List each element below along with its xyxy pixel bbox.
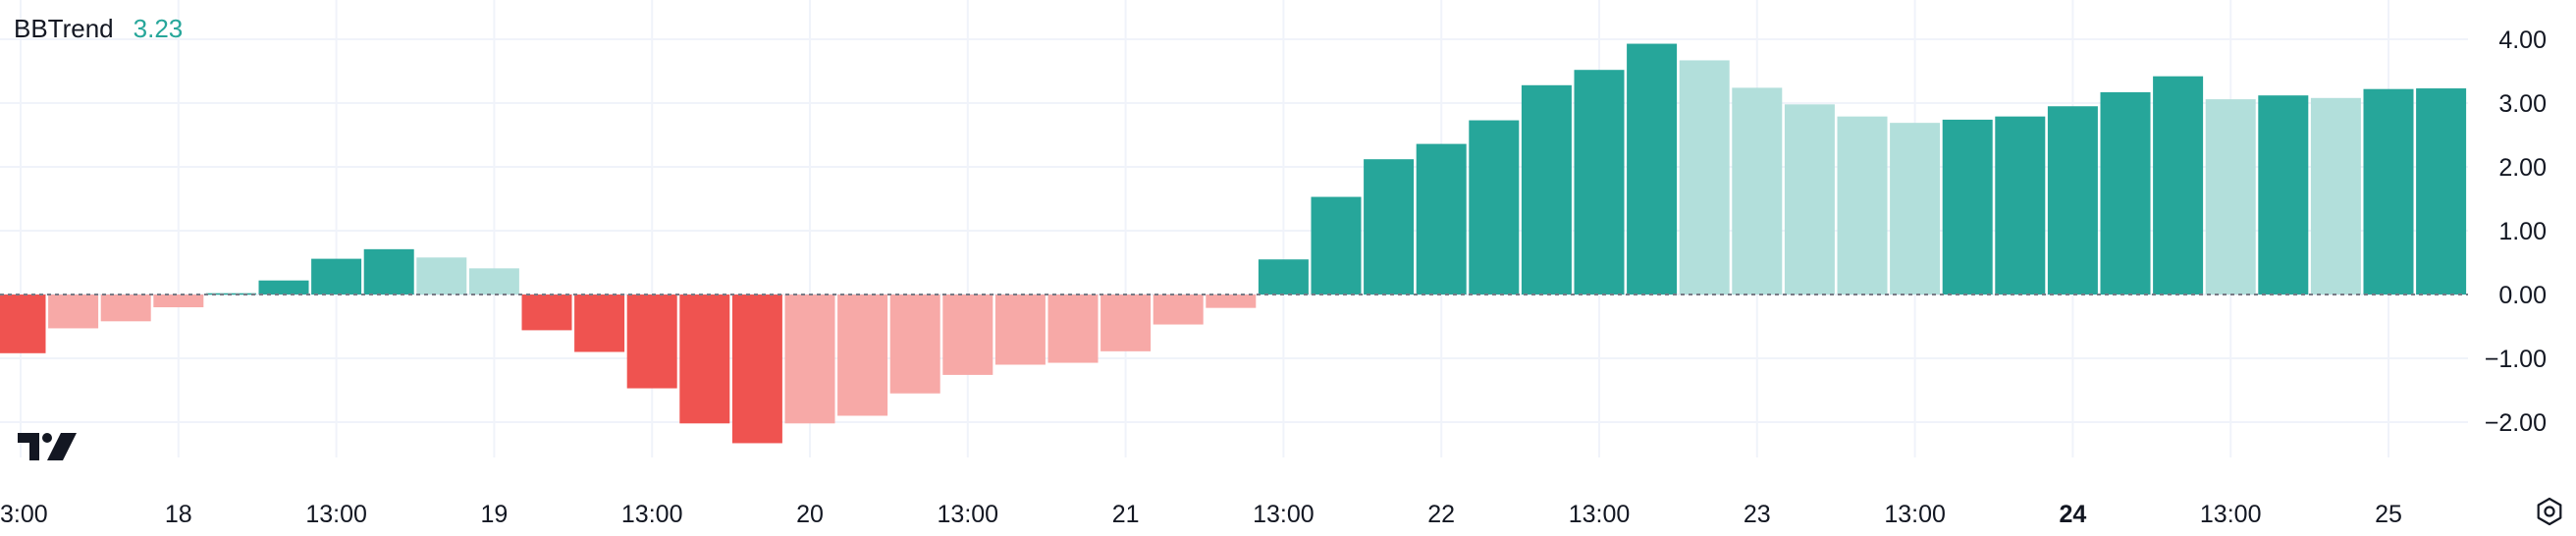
bbtrend-bar[interactable] [2416, 88, 2467, 295]
indicator-legend[interactable]: BBTrend 3.23 [14, 14, 183, 44]
bbtrend-bar[interactable] [1942, 119, 1993, 295]
y-tick-label: −1.00 [2485, 346, 2547, 373]
x-tick-label: 13:00 [621, 501, 683, 528]
bbtrend-bar[interactable] [1206, 295, 1257, 308]
bbtrend-bar[interactable] [153, 295, 204, 307]
bbtrend-bar[interactable] [1364, 159, 1415, 295]
bbtrend-bar[interactable] [363, 248, 414, 295]
bbtrend-bar[interactable] [679, 295, 730, 424]
bbtrend-bar[interactable] [311, 258, 362, 295]
bbtrend-bar[interactable] [837, 295, 888, 416]
y-tick-label: −2.00 [2485, 409, 2547, 437]
bbtrend-bar[interactable] [1521, 84, 1572, 295]
x-tick-label: 25 [2375, 501, 2402, 528]
x-tick-label: 20 [796, 501, 824, 528]
x-tick-label: 21 [1112, 501, 1140, 528]
bbtrend-bar[interactable] [942, 295, 993, 375]
x-tick-label: 13:00 [1569, 501, 1631, 528]
bbtrend-bar[interactable] [48, 295, 99, 329]
bbtrend-bar[interactable] [1890, 123, 1941, 295]
bbtrend-bar[interactable] [1311, 196, 1362, 295]
bbtrend-bar[interactable] [574, 295, 625, 352]
bbtrend-bar[interactable] [1469, 120, 1520, 295]
bbtrend-bar[interactable] [2310, 97, 2361, 295]
bbtrend-bar[interactable] [1100, 295, 1152, 351]
bbtrend-bar[interactable] [2153, 76, 2204, 295]
bbtrend-bar[interactable] [258, 280, 309, 295]
bbtrend-bar[interactable] [468, 268, 519, 295]
y-tick-label: 1.00 [2498, 218, 2547, 245]
bbtrend-bar[interactable] [0, 295, 46, 353]
x-tick-label: 13:00 [1253, 501, 1315, 528]
bbtrend-bar[interactable] [1574, 70, 1625, 295]
bbtrend-bar[interactable] [784, 295, 835, 424]
bbtrend-bar[interactable] [1732, 87, 1783, 295]
bbtrend-bar[interactable] [626, 295, 677, 389]
bbtrend-bar[interactable] [100, 295, 151, 322]
indicator-name: BBTrend [14, 14, 114, 43]
y-tick-label: 3.00 [2498, 90, 2547, 118]
bbtrend-bar[interactable] [521, 295, 572, 331]
x-tick-label: 13:00 [2200, 501, 2262, 528]
bbtrend-bar[interactable] [2205, 99, 2256, 295]
y-tick-label: 2.00 [2498, 154, 2547, 182]
bbtrend-bar[interactable] [416, 257, 467, 295]
x-tick-label: 23 [1744, 501, 1771, 528]
y-tick-label: 0.00 [2498, 282, 2547, 309]
tradingview-logo-icon[interactable] [18, 429, 80, 469]
x-tick-label: 13:00 [938, 501, 999, 528]
bbtrend-bar[interactable] [889, 295, 940, 394]
bbtrend-bar[interactable] [2047, 106, 2098, 295]
bbtrend-bar[interactable] [994, 295, 1046, 365]
bbtrend-bar[interactable] [1837, 116, 1888, 295]
bbtrend-bar[interactable] [1047, 295, 1099, 363]
settings-gear-icon[interactable] [2535, 497, 2564, 531]
x-tick-label: 22 [1427, 501, 1455, 528]
bbtrend-bar[interactable] [1258, 259, 1309, 295]
x-tick-label: 13:00 [305, 501, 367, 528]
bbtrend-bar[interactable] [2363, 88, 2414, 295]
x-tick-label: 18 [165, 501, 192, 528]
y-tick-label: 4.00 [2498, 27, 2547, 54]
bbtrend-bar[interactable] [1995, 116, 2046, 295]
bbtrend-bar[interactable] [1416, 143, 1467, 295]
x-tick-label: 24 [2059, 501, 2086, 528]
bbtrend-bar[interactable] [1784, 104, 1835, 295]
bbtrend-bar[interactable] [1627, 43, 1678, 295]
bbtrend-bar[interactable] [2100, 91, 2151, 295]
bbtrend-bar[interactable] [1679, 60, 1730, 295]
x-tick-label: 3:00 [0, 501, 48, 528]
indicator-value: 3.23 [133, 14, 184, 43]
bbtrend-bar[interactable] [731, 295, 782, 444]
bbtrend-bar[interactable] [1153, 295, 1204, 325]
x-tick-label: 19 [480, 501, 508, 528]
bbtrend-bar[interactable] [2258, 95, 2309, 295]
x-tick-label: 13:00 [1884, 501, 1946, 528]
